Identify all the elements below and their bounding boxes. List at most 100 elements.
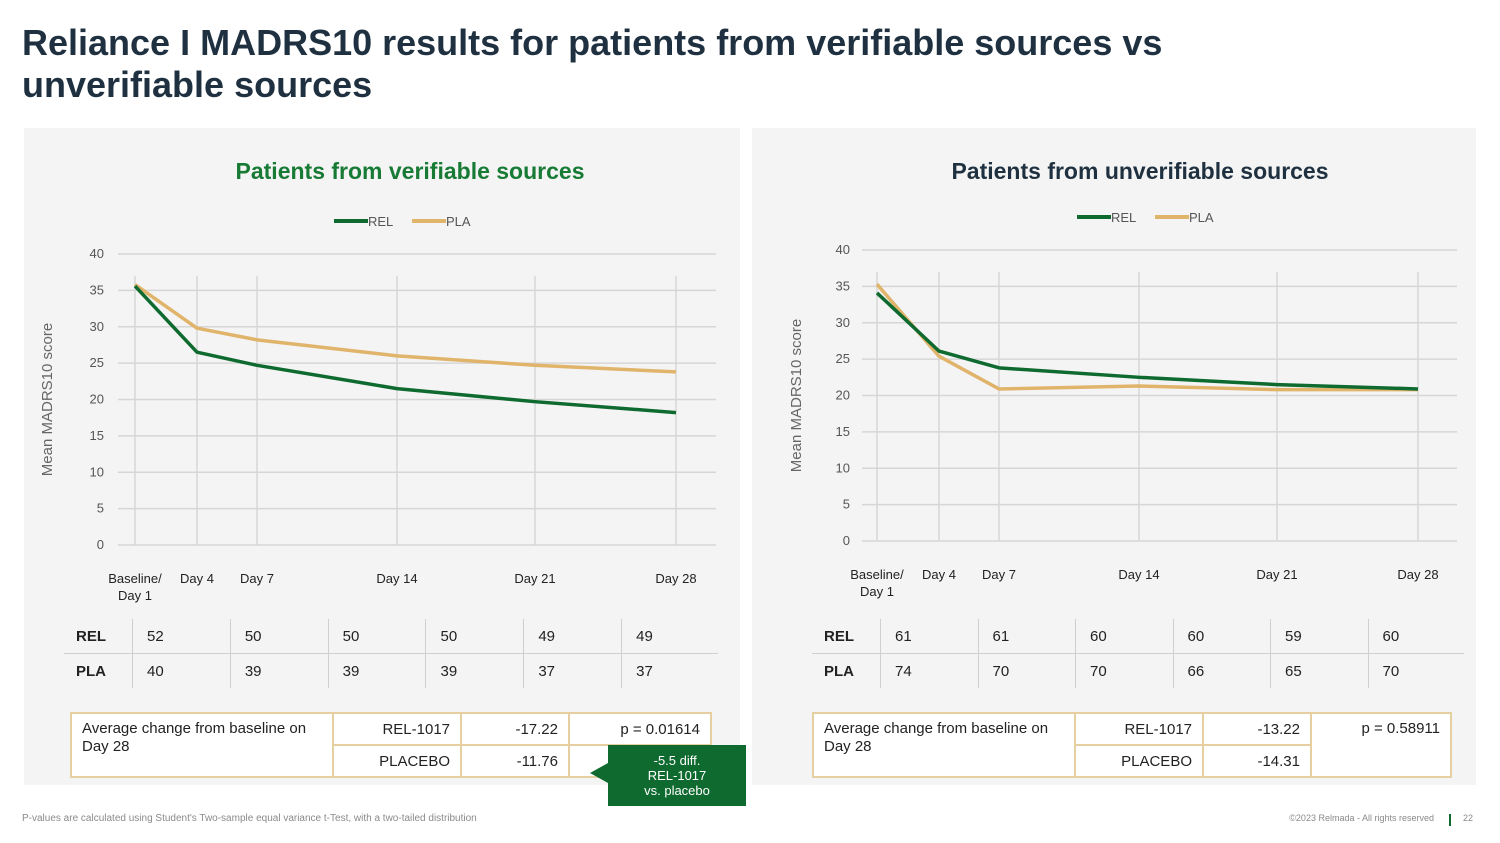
x-tick-label: Day 1 [860,584,894,599]
y-tick-label: 20 [90,392,104,407]
n-cell: 60 [1172,619,1271,654]
n-cell: 66 [1172,653,1271,688]
n-table-unverifiable: REL 61 61 60 60 59 60 PLA 74 70 70 66 65… [812,619,1464,688]
x-tick-label: Day 7 [982,567,1016,582]
n-cell: 37 [621,653,718,688]
x-tick-label: Day 14 [376,571,417,586]
row-label: REL [812,619,881,654]
n-cell: 52 [132,619,231,654]
y-tick-label: 25 [90,355,104,370]
summary-table-unverifiable: Average change from baseline on Day 28 R… [812,712,1452,778]
y-tick-label: 30 [836,315,850,330]
difference-callout: -5.5 diff. REL-1017 vs. placebo [608,745,746,806]
summary-p-value: p = 0.01614 [568,712,712,746]
n-cell: 70 [1367,653,1464,688]
y-tick-label: 40 [836,242,850,257]
summary-p-value: p = 0.58911 [1310,712,1452,778]
n-cell: 60 [1075,619,1173,654]
x-tick-label: Day 7 [240,571,274,586]
n-cell: 40 [132,653,231,688]
n-row-pla: PLA 74 70 70 66 65 70 [812,653,1464,688]
n-cell: 60 [1367,619,1464,654]
series-line-rel [875,291,1419,391]
unverifiable-line-chart: 0 5 10 15 20 25 30 35 40 Baseline/Day 1 Day 4 Day 7… [788,210,1457,599]
y-tick-label: 15 [836,424,850,439]
y-tick-label: 25 [836,351,850,366]
n-row-pla: PLA 40 39 39 39 37 37 [64,653,718,688]
verifiable-line-chart: 0 5 10 15 20 25 30 35 40 Baseline/Day 1 Day 4 Day 7… [39,214,716,603]
y-axis-label: Mean MADRS10 score [788,319,805,472]
n-row-rel: REL 61 61 60 60 59 60 [812,619,1464,654]
summary-description: Average change from baseline on Day 28 [70,712,334,778]
series-line-rel [133,284,677,415]
n-cell: 61 [880,619,978,654]
x-tick-label: Day 1 [118,588,152,603]
callout-line: REL-1017 [647,768,707,783]
row-label: PLA [76,662,106,680]
n-cell: 39 [229,653,329,688]
n-cell: 50 [327,619,426,654]
y-tick-label: 15 [90,428,104,443]
callout-line: vs. placebo [644,783,710,798]
summary-description: Average change from baseline on Day 28 [812,712,1076,778]
n-cell: 39 [425,653,524,688]
y-tick-label: 5 [97,501,104,516]
chart-title-unverifiable: Patients from unverifiable sources [951,158,1329,184]
n-cell: 50 [229,619,329,654]
n-cell: 50 [425,619,524,654]
y-tick-label: 0 [843,533,850,548]
y-tick-label: 30 [90,319,104,334]
n-cell: 59 [1270,619,1368,654]
n-cell: 74 [880,653,978,688]
n-cell: 70 [977,653,1076,688]
summary-rel-label: REL-1017 [332,712,462,746]
x-tick-label: Day 4 [180,571,214,586]
n-cell: 49 [621,619,718,654]
n-table-verifiable: REL 52 50 50 50 49 49 PLA 40 39 39 39 37… [64,619,718,688]
callout-arrow [590,763,608,783]
summary-pla-value: -14.31 [1202,744,1312,778]
y-tick-label: 10 [836,460,850,475]
n-cell: 61 [977,619,1076,654]
y-tick-label: 35 [90,282,104,297]
summary-rel-label: REL-1017 [1074,712,1204,746]
summary-rel-value: -17.22 [460,712,570,746]
y-tick-label: 35 [836,278,850,293]
n-cell: 65 [1270,653,1368,688]
summary-rel-value: -13.22 [1202,712,1312,746]
n-cell: 37 [523,653,622,688]
x-tick-label: Day 14 [1118,567,1159,582]
y-axis-label: Mean MADRS10 score [39,323,56,476]
legend-label-rel: REL [1111,210,1136,225]
x-tick-label: Baseline/ [108,571,162,586]
page-divider [1449,814,1451,826]
y-tick-label: 10 [90,464,104,479]
chart-title-verifiable: Patients from verifiable sources [235,158,585,184]
page-number: 22 [1463,813,1474,823]
copyright: ©2023 Relmada - All rights reserved [1289,813,1434,823]
x-tick-label: Baseline/ [850,567,904,582]
y-tick-label: 5 [843,497,850,512]
n-cell: 49 [523,619,622,654]
callout-line: -5.5 diff. [653,753,701,768]
n-row-rel: REL 52 50 50 50 49 49 [64,619,718,654]
series-line-pla [133,283,677,374]
x-tick-label: Day 4 [922,567,956,582]
x-tick-label: Day 28 [655,571,696,586]
y-tick-label: 20 [836,388,850,403]
n-cell: 70 [1075,653,1173,688]
n-cell: 39 [327,653,426,688]
legend-label-pla: PLA [1189,210,1214,225]
page-title: Reliance I MADRS10 results for patients … [22,22,1163,105]
x-tick-label: Day 21 [1256,567,1297,582]
summary-pla-value: -11.76 [460,744,570,778]
x-tick-label: Day 28 [1397,567,1438,582]
summary-pla-label: PLACEBO [332,744,462,778]
series-line-pla [875,283,1418,392]
footnote: P-values are calculated using Student's … [22,813,477,824]
summary-pla-label: PLACEBO [1074,744,1204,778]
summary-table-verifiable: Average change from baseline on Day 28 R… [70,712,712,778]
y-tick-label: 0 [97,537,104,552]
x-tick-label: Day 21 [514,571,555,586]
row-label: PLA [824,662,854,680]
